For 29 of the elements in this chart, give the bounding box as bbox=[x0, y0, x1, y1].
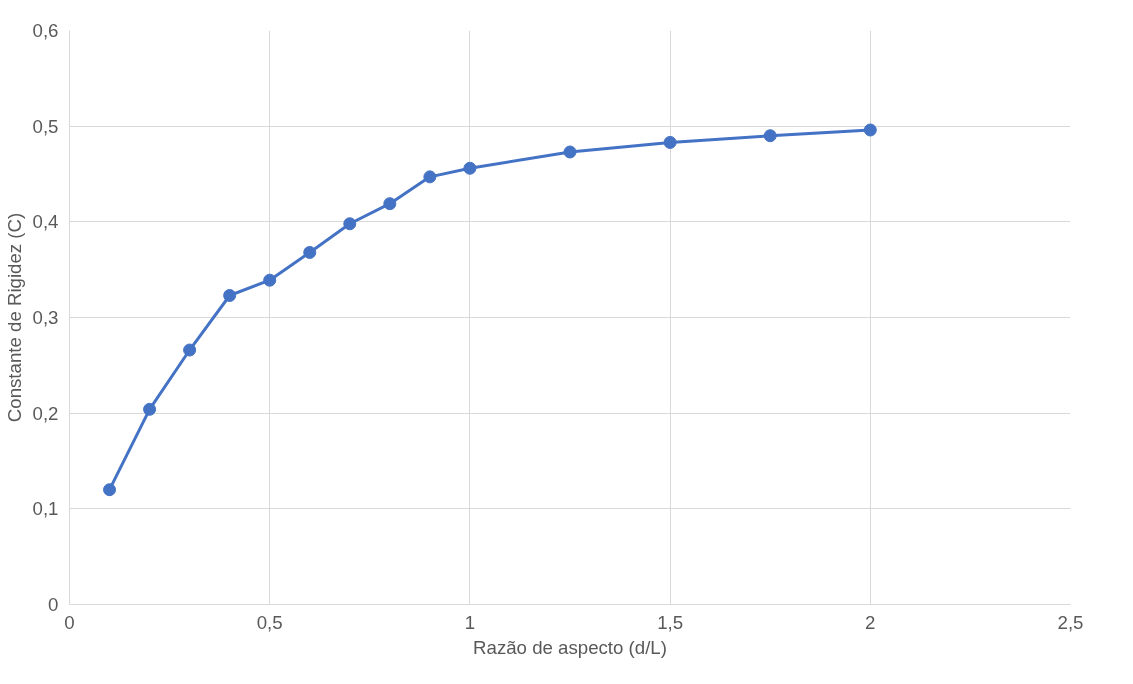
point bbox=[103, 483, 117, 497]
x-tick-label: 2,5 bbox=[1057, 611, 1084, 633]
x-tick-label: 1,5 bbox=[657, 611, 684, 633]
y-tick-label: 0,6 bbox=[32, 20, 59, 41]
x-tick-label: 0 bbox=[64, 611, 75, 633]
y-tick-label: 0,1 bbox=[32, 498, 59, 520]
x-tick-label: 0,5 bbox=[256, 611, 283, 633]
point bbox=[383, 197, 397, 211]
x-tick-label: 1 bbox=[464, 611, 476, 633]
point bbox=[263, 273, 277, 287]
y-tick-label: 0,5 bbox=[32, 115, 59, 137]
x-tick-label: 2 bbox=[865, 611, 876, 633]
point bbox=[223, 289, 237, 302]
point bbox=[343, 217, 357, 231]
point bbox=[563, 145, 577, 159]
point bbox=[303, 245, 317, 259]
x-axis-title: Razão de aspecto (d/L) bbox=[473, 636, 667, 658]
point bbox=[463, 161, 477, 175]
point bbox=[143, 402, 157, 416]
y-tick-label: 0,2 bbox=[32, 402, 59, 424]
point bbox=[663, 135, 677, 149]
y-axis-title: Constante de Rigidez (C) bbox=[3, 212, 25, 423]
point bbox=[423, 170, 437, 184]
point bbox=[763, 129, 777, 143]
point bbox=[863, 123, 877, 137]
y-tick-label: 0,3 bbox=[32, 307, 59, 328]
y-tick-label: 0 bbox=[48, 594, 59, 615]
point bbox=[183, 343, 197, 357]
y-tick-label: 0,4 bbox=[32, 211, 59, 233]
